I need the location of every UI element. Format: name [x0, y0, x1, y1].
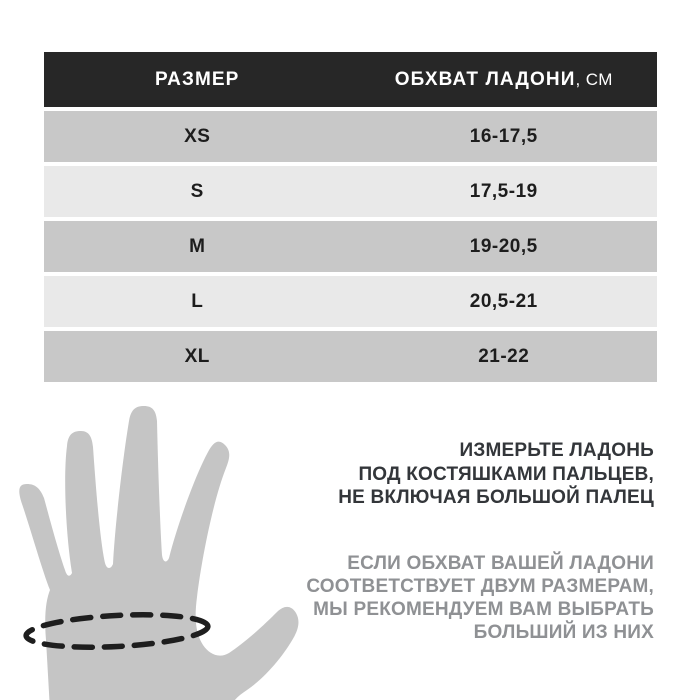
size-cell: XL: [184, 345, 210, 367]
col-header-palm-girth: ОБХВАТ ЛАДОНИ, СМ: [351, 69, 658, 91]
size-table: РАЗМЕР ОБХВАТ ЛАДОНИ, СМ XS 16-17,5 S 17…: [44, 52, 657, 382]
size-cell: L: [191, 290, 204, 312]
recommendation-line: МЫ РЕКОМЕНДУЕМ ВАМ ВЫБРАТЬ: [313, 599, 654, 620]
instruction-line: ПОД КОСТЯШКАМИ ПАЛЬЦЕВ,: [358, 463, 654, 485]
recommendation-line: БОЛЬШИЙ ИЗ НИХ: [473, 622, 654, 643]
hand-illustration: [19, 406, 299, 700]
girth-cell: 16-17,5: [469, 125, 538, 147]
girth-cell: 19-20,5: [469, 235, 538, 257]
hand-silhouette-icon: [19, 406, 299, 700]
table-row: XL 21-22: [44, 331, 657, 382]
palm-measurement-ellipse-icon: [23, 612, 211, 650]
size-cell: XS: [184, 125, 211, 147]
girth-cell: 17,5-19: [469, 180, 538, 202]
table-row: S 17,5-19: [44, 166, 657, 217]
recommendation-line: ЕСЛИ ОБХВАТ ВАШЕЙ ЛАДОНИ: [347, 553, 654, 574]
recommendation-line: СООТВЕТСТВУЕТ ДВУМ РАЗМЕРАМ,: [306, 576, 654, 597]
table-row: XS 16-17,5: [44, 111, 657, 162]
measure-instruction-text: ИЗМЕРЬТЕ ЛАДОНЬ ПОД КОСТЯШКАМИ ПАЛЬЦЕВ, …: [338, 439, 654, 510]
girth-cell: 20,5-21: [469, 290, 538, 312]
table-header-row: РАЗМЕР ОБХВАТ ЛАДОНИ, СМ: [44, 52, 657, 107]
table-row: M 19-20,5: [44, 221, 657, 272]
table-row: L 20,5-21: [44, 276, 657, 327]
size-cell: S: [190, 180, 204, 202]
col-header-size: РАЗМЕР: [155, 68, 240, 90]
instruction-line: ИЗМЕРЬТЕ ЛАДОНЬ: [459, 440, 654, 461]
col-header-palm-girth-unit: , СМ: [575, 69, 613, 89]
girth-cell: 21-22: [478, 345, 530, 367]
instruction-line: НЕ ВКЛЮЧАЯ БОЛЬШОЙ ПАЛЕЦ: [338, 487, 654, 508]
size-recommendation-text: ЕСЛИ ОБХВАТ ВАШЕЙ ЛАДОНИ СООТВЕТСТВУЕТ Д…: [306, 552, 654, 644]
size-cell: M: [189, 235, 206, 257]
col-header-palm-girth-label: ОБХВАТ ЛАДОНИ: [394, 68, 576, 90]
